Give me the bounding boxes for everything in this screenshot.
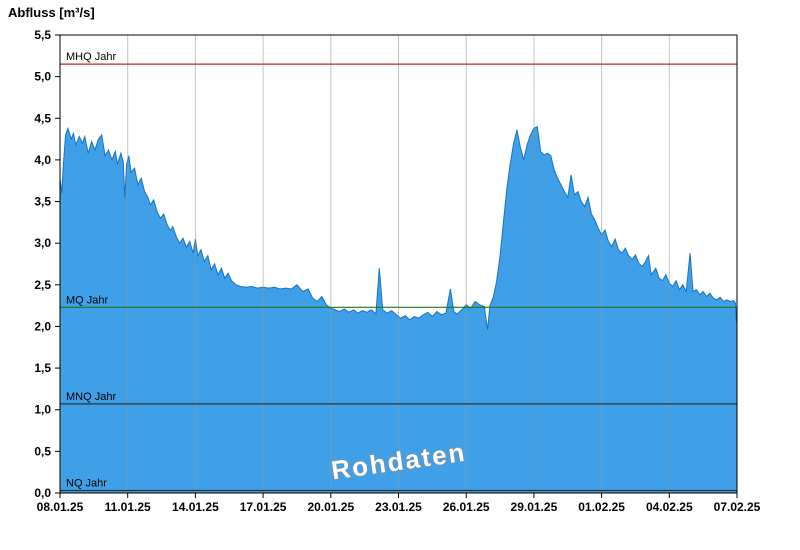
y-tick-label: 2,5 (34, 278, 51, 292)
x-tick-label: 01.02.25 (578, 500, 625, 514)
chart-layers: MHQ Jahr MQ Jahr MNQ Jahr NQ Jahr 0,0 0,5 1,0 1… (34, 28, 760, 514)
x-tick-label: 17.01.25 (240, 500, 287, 514)
y-tick-label: 0,0 (34, 486, 51, 500)
x-tick-label: 07.02.25 (714, 500, 761, 514)
x-tick-label: 04.02.25 (646, 500, 693, 514)
y-tick-label: 3,5 (34, 195, 51, 209)
y-tick-label: 2,0 (34, 319, 51, 333)
reference-line-label: MQ Jahr (66, 294, 109, 306)
x-tick-label: 23.01.25 (375, 500, 422, 514)
area-series-rohdaten (59, 125, 738, 494)
x-tick-label: 11.01.25 (105, 500, 151, 514)
reference-line-label: NQ Jahr (66, 478, 107, 490)
x-tick-label: 29.01.25 (511, 500, 558, 514)
x-tick-label: 14.01.25 (172, 500, 219, 514)
y-tick-label: 5,5 (34, 28, 51, 42)
y-tick-label: 1,0 (34, 403, 51, 417)
y-tick-label: 1,5 (34, 361, 51, 375)
reference-line-label: MHQ Jahr (66, 51, 116, 63)
y-tick-label: 0,5 (34, 444, 51, 458)
chart-title: Abfluss [m³/s] (8, 5, 95, 20)
reference-line-label: MNQ Jahr (66, 391, 116, 403)
x-tick-label: 20.01.25 (307, 500, 354, 514)
x-tick-label: 26.01.25 (443, 500, 490, 514)
y-tick-label: 5,0 (34, 70, 51, 84)
x-tick-label: 08.01.25 (37, 500, 84, 514)
y-tick-label: 4,5 (34, 111, 51, 125)
y-tick-label: 3,0 (34, 236, 51, 250)
y-tick-label: 4,0 (34, 153, 51, 167)
